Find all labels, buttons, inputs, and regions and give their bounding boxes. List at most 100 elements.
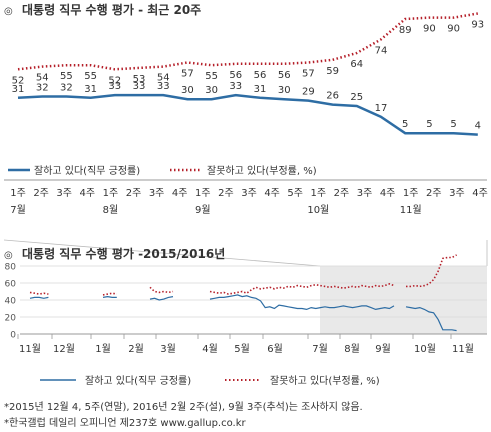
bottom-month-label: 9월 (375, 343, 391, 355)
bottom-month-label: 12월 (53, 343, 75, 355)
top-week-label: 3주 (56, 188, 72, 199)
top-month-label: 8월 (103, 204, 119, 216)
top-approve-label: 31 (254, 84, 267, 95)
bottom-disapprove-series-segment (102, 292, 117, 296)
top-week-label: 1주 (10, 188, 26, 199)
bottom-legend-disapprove: 잘못하고 있다(부정률, %) (270, 374, 380, 387)
bottom-y-ticks: 0 20 40 60 80 (5, 263, 17, 341)
top-disapprove-label: 52 (12, 75, 25, 86)
top-disapprove-label: 56 (278, 70, 291, 81)
bottom-disapprove-line (29, 254, 457, 296)
top-approve-label: 33 (229, 81, 242, 92)
top-week-label: 2주 (218, 188, 234, 199)
top-week-label: 4주 (172, 188, 188, 199)
top-week-label: 1주 (103, 188, 119, 199)
top-disapprove-line (17, 12, 479, 71)
bottom-y-tick: 60 (5, 280, 17, 290)
top-approve-label: 31 (12, 84, 25, 95)
top-approve-label: 33 (133, 81, 146, 92)
top-approve-label: 30 (278, 85, 291, 96)
bottom-month-label: 6월 (267, 343, 283, 355)
top-week-label: 1주 (195, 188, 211, 199)
top-month-label: 7월 (10, 204, 26, 216)
top-week-label: 2주 (426, 188, 442, 199)
top-legend-disapprove: 잘못하고 있다(부정률, %) (207, 164, 317, 177)
top-approve-label: 4 (475, 121, 481, 132)
top-approve-label: 30 (205, 85, 218, 96)
top-disapprove-label: 52 (108, 75, 121, 86)
top-legend-approve: 잘하고 있다(직무 긍정률) (34, 164, 140, 177)
top-approve-label: 32 (60, 82, 73, 93)
top-approve-label: 32 (36, 82, 49, 93)
bottom-chart-title: 대통령 직무 수행 평가 -2015/2016년 (22, 246, 225, 261)
bottom-month-label: 8월 (344, 343, 360, 355)
footnote-missing-weeks: *2015년 12월 4, 5주(연말), 2016년 2월 2주(설), 9월… (4, 402, 363, 413)
top-approve-label: 29 (302, 87, 315, 98)
bottom-approve-line (29, 294, 457, 332)
top-week-label: 2주 (334, 188, 350, 199)
bottom-disapprove-series-segment (29, 291, 49, 295)
top-approve-line (17, 93, 478, 136)
footnote-source: *한국갤럽 데일리 오피니언 제237호 www.gallup.co.kr (4, 418, 246, 429)
top-approve-label: 17 (375, 103, 388, 114)
bottom-approve-series-segment (29, 296, 49, 299)
top-approve-label: 5 (402, 119, 408, 130)
top-week-label: 5주 (287, 188, 303, 199)
bottom-approve-series-segment (405, 306, 457, 332)
top-approve-label: 31 (84, 84, 97, 95)
top-disapprove-label: 64 (350, 59, 363, 70)
top-approve-label: 5 (450, 119, 456, 130)
top-approve-label: 33 (157, 81, 170, 92)
bottom-approve-series-segment (102, 295, 117, 298)
top-disapprove-label: 93 (471, 20, 484, 31)
bottom-month-label: 11월 (452, 343, 474, 355)
bottom-y-tick: 80 (5, 263, 17, 273)
bottom-approve-series-segment (209, 294, 395, 311)
top-week-label: 4주 (80, 188, 96, 199)
bottom-month-label: 10월 (414, 343, 436, 355)
top-week-label: 3주 (357, 188, 373, 199)
top-week-label: 1주 (403, 188, 419, 199)
top-disapprove-label: 57 (302, 68, 315, 79)
top-month-label: 9월 (195, 204, 211, 216)
top-week-label: 3주 (241, 188, 257, 199)
top-disapprove-label: 90 (447, 24, 460, 35)
top-approve-label: 25 (350, 92, 363, 103)
top-approve-labels: 31 32 32 31 33 33 33 30 30 33 31 30 29 26 25 17 5 5 5 4 (12, 81, 481, 131)
top-week-label: 3주 (449, 188, 465, 199)
bottom-y-tick: 0 (10, 331, 16, 341)
top-week-label: 4주 (380, 188, 396, 199)
top-disapprove-label: 55 (205, 71, 218, 82)
top-week-label: 2주 (33, 188, 49, 199)
top-disapprove-label: 56 (254, 70, 267, 81)
top-disapprove-label: 55 (60, 71, 73, 82)
bottom-month-labels: 11월 12월 1월 2월 3월 4월 5월 6월 7월 8월 9월 10월 11월 (17, 334, 474, 355)
top-disapprove-label: 90 (423, 24, 436, 35)
top-week-label: 4주 (264, 188, 280, 199)
top-approve-label: 33 (108, 81, 121, 92)
top-week-label: 4주 (472, 188, 488, 199)
top-week-label: 2주 (126, 188, 142, 199)
top-disapprove-label: 74 (375, 45, 388, 56)
bottom-month-label: 5월 (234, 343, 250, 355)
top-approve-label: 30 (181, 85, 194, 96)
top-chart-title: 대통령 직무 수행 평가 - 최근 20주 (22, 2, 201, 17)
top-week-labels: 1주 2주 3주 4주 1주 2주 3주 4주 1주 2주 3주 4주 5주 1주 2주 3주 4주 1주 2주 3주… (10, 188, 488, 199)
bottom-y-tick: 40 (5, 297, 17, 307)
bottom-month-label: 2월 (128, 343, 144, 355)
top-approve-label: 26 (326, 91, 339, 102)
top-title-mark: ◎ (4, 6, 13, 17)
top-month-label: 10월 (307, 204, 329, 216)
bottom-disapprove-series-segment (406, 254, 457, 288)
top-disapprove-label: 53 (133, 74, 146, 85)
top-approve-series-line (17, 93, 478, 136)
top-disapprove-label: 89 (399, 25, 412, 36)
top-approve-label: 5 (426, 119, 432, 130)
bottom-month-label: 4월 (202, 343, 218, 355)
top-week-label: 1주 (311, 188, 327, 199)
bottom-month-label: 7월 (312, 343, 328, 355)
top-disapprove-label: 56 (229, 70, 242, 81)
bottom-approve-series-segment (149, 296, 174, 301)
top-disapprove-label: 54 (36, 73, 49, 84)
top-disapprove-label: 55 (84, 71, 97, 82)
